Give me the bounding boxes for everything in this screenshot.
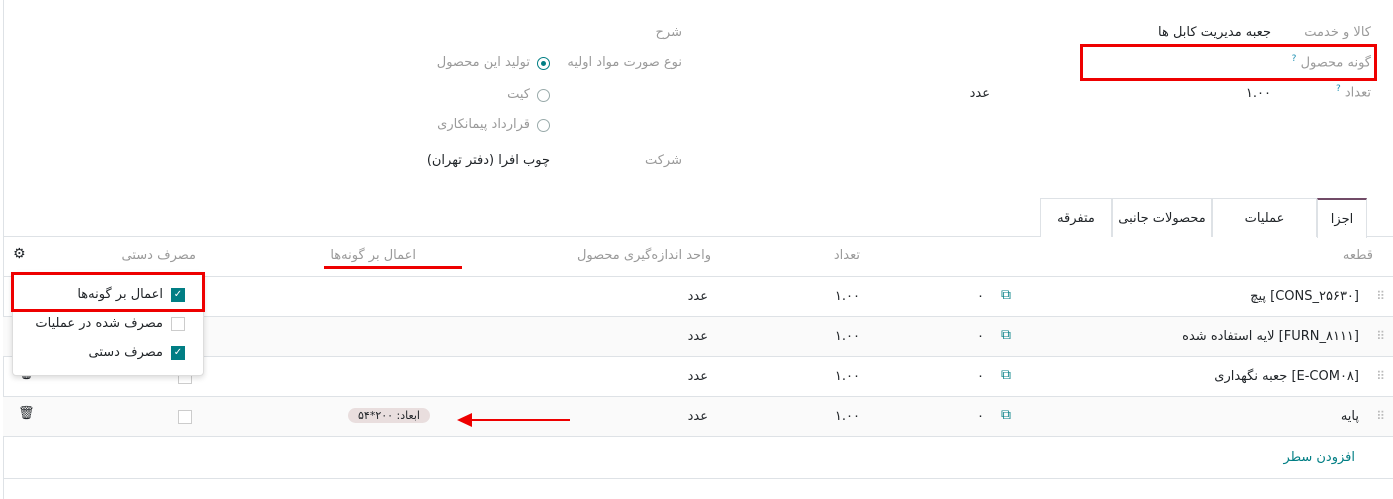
product-field[interactable]: جعبه مدیریت کابل ها [1158, 25, 1271, 40]
component-cell[interactable]: [FURN_۸۱۱۱] لایه استفاده شده [1182, 329, 1359, 344]
radio-manufacture[interactable] [537, 57, 550, 70]
variant-label: گونه محصول ? [1291, 54, 1371, 71]
tab-label: اجزا [1330, 211, 1354, 227]
table-row[interactable]: ⠿ پایه ⧉ ۰ ۱.۰۰ عدد ابعاد: ۲۰۰*۵۴ 🗑 [3, 397, 1393, 437]
qty-cell[interactable]: ۱.۰۰ [834, 289, 860, 304]
header-component[interactable]: قطعه [1342, 248, 1373, 263]
manual-checkbox[interactable] [178, 410, 192, 424]
qty-cell[interactable]: ۱.۰۰ [834, 329, 860, 344]
tab-label: محصولات جانبی [1118, 210, 1206, 226]
help-icon[interactable]: ? [1291, 54, 1297, 64]
menu-item-manual[interactable]: ✓ مصرف دستی [13, 340, 203, 366]
description-label: شرح [655, 25, 682, 40]
component-cell[interactable]: [E-COM۰۸] جعبه نگهداری [1214, 369, 1359, 384]
drag-handle-icon[interactable]: ⠿ [1376, 289, 1385, 303]
help-icon[interactable]: ? [1335, 84, 1341, 94]
header-manual[interactable]: مصرف دستی [121, 248, 196, 263]
bom-type-label: نوع صورت مواد اولیه [567, 55, 682, 70]
trash-icon[interactable]: 🗑 [18, 406, 35, 421]
qty-label: تعداد ? [1335, 84, 1371, 101]
copy-icon[interactable]: ⧉ [1001, 327, 1011, 343]
uom-cell[interactable]: عدد [687, 329, 708, 344]
qty-cell[interactable]: ۱.۰۰ [834, 409, 860, 424]
drag-handle-icon[interactable]: ⠿ [1376, 409, 1385, 423]
menu-item-label: مصرف شده در عملیات [35, 316, 163, 331]
tab-misc[interactable]: متفرقه [1040, 198, 1112, 237]
arrow-head-icon [457, 413, 472, 427]
table-header: قطعه تعداد واحد اندازه‌گیری محصول اعمال … [3, 237, 1393, 277]
tab-components[interactable]: اجزا [1317, 198, 1367, 238]
tab-byproducts[interactable]: محصولات جانبی [1112, 198, 1212, 237]
add-line-link[interactable]: افزودن سطر [1283, 450, 1355, 465]
radio-subcontracting[interactable] [537, 119, 550, 132]
tab-operations[interactable]: عملیات [1212, 198, 1317, 237]
radio-kit[interactable] [537, 89, 550, 102]
table-bottom [3, 478, 1393, 479]
drag-handle-icon[interactable]: ⠿ [1376, 329, 1385, 343]
menu-item-label: مصرف دستی [88, 345, 163, 360]
uom-cell[interactable]: عدد [687, 409, 708, 424]
tab-label: عملیات [1244, 210, 1285, 226]
uom-cell[interactable]: عدد [687, 369, 708, 384]
checkbox-checked-icon[interactable]: ✓ [171, 288, 185, 302]
variant-tag[interactable]: ابعاد: ۲۰۰*۵۴ [348, 408, 430, 423]
radio-label: قرارداد پیمانکاری [437, 117, 530, 132]
arrow-line [470, 419, 570, 421]
copy-icon[interactable]: ⧉ [1001, 367, 1011, 383]
tabs-divider [3, 236, 1040, 237]
menu-item-variants[interactable]: ✓ اعمال بر گونه‌ها [13, 282, 203, 308]
table-row[interactable]: ⠿ [E-COM۰۸] جعبه نگهداری ⧉ ۰ ۱.۰۰ عدد 🗑 [3, 357, 1393, 397]
header-qty[interactable]: تعداد [833, 248, 860, 263]
component-cell[interactable]: [CONS_۲۵۶۳۰] پیچ [1250, 289, 1359, 304]
copy-icon[interactable]: ⧉ [1001, 407, 1011, 423]
uom-field[interactable]: عدد [969, 86, 990, 101]
qty-cell[interactable]: ۱.۰۰ [834, 369, 860, 384]
header-uom[interactable]: واحد اندازه‌گیری محصول [576, 248, 711, 263]
column-menu: ✓ اعمال بر گونه‌ها مصرف شده در عملیات ✓ … [12, 273, 204, 376]
checkbox-icon[interactable] [171, 317, 185, 331]
radio-label: کیت [507, 87, 530, 102]
qty-field[interactable]: ۱.۰۰ [1245, 86, 1271, 101]
zero-value: ۰ [977, 409, 984, 424]
column-settings-icon[interactable]: ⚙ [13, 246, 26, 262]
menu-item-label: اعمال بر گونه‌ها [77, 287, 163, 302]
checkbox-checked-icon[interactable]: ✓ [171, 346, 185, 360]
left-border [3, 0, 4, 499]
tab-label: متفرقه [1057, 210, 1095, 226]
tabs-divider [1367, 236, 1393, 237]
zero-value: ۰ [977, 289, 984, 304]
menu-item-consumed-operation[interactable]: مصرف شده در عملیات [13, 311, 203, 337]
component-cell[interactable]: پایه [1340, 409, 1359, 424]
drag-handle-icon[interactable]: ⠿ [1376, 369, 1385, 383]
zero-value: ۰ [977, 329, 984, 344]
company-label: شرکت [644, 153, 682, 168]
copy-icon[interactable]: ⧉ [1001, 287, 1011, 303]
highlight-underline [324, 266, 462, 269]
product-label: کالا و خدمت [1304, 25, 1371, 40]
highlight-box [1080, 44, 1377, 81]
uom-cell[interactable]: عدد [687, 289, 708, 304]
highlight-box [11, 272, 205, 312]
table-row[interactable]: ⠿ [FURN_۸۱۱۱] لایه استفاده شده ⧉ ۰ ۱.۰۰ … [3, 317, 1393, 357]
company-field[interactable]: چوب افرا (دفتر تهران) [426, 153, 550, 168]
zero-value: ۰ [977, 369, 984, 384]
radio-label: تولید این محصول [436, 55, 530, 70]
table-row[interactable]: ⠿ [CONS_۲۵۶۳۰] پیچ ⧉ ۰ ۱.۰۰ عدد 🗑 [3, 277, 1393, 317]
header-variants[interactable]: اعمال بر گونه‌ها [330, 248, 416, 263]
